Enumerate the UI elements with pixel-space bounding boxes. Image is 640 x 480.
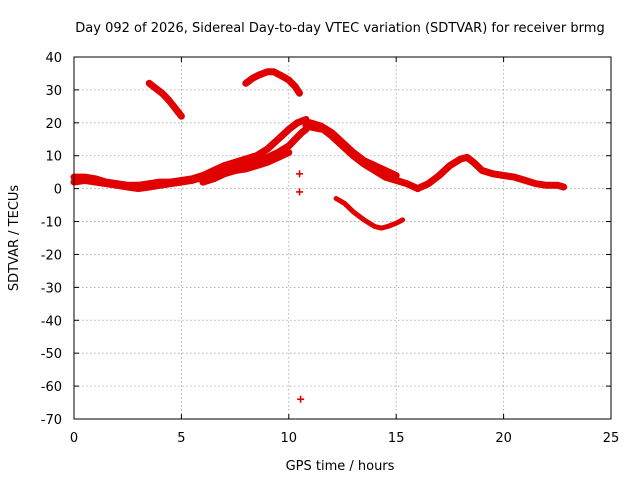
series-arc-morning-high — [145, 79, 185, 120]
chart-title: Day 092 of 2026, Sidereal Day-to-day VTE… — [75, 21, 604, 36]
y-tick-label: -20 — [41, 248, 62, 263]
x-tick-label: 20 — [495, 431, 512, 446]
y-tick-label: 10 — [45, 150, 62, 165]
data-point — [296, 170, 304, 178]
series-arc-noon-high — [242, 68, 303, 97]
series-trace — [145, 79, 185, 120]
series-trace — [306, 119, 400, 179]
plot-frame — [73, 56, 612, 420]
x-axis-label: GPS time / hours — [286, 459, 395, 474]
series-arc-negative — [333, 196, 406, 231]
y-tick-label: 30 — [45, 84, 62, 99]
series-trace — [242, 68, 303, 97]
series-arc-main-b — [70, 116, 310, 189]
y-tick-label: -50 — [41, 347, 62, 362]
y-tick-label: 20 — [45, 117, 62, 132]
y-tick-label: -30 — [41, 281, 62, 296]
x-tick-label: 25 — [603, 431, 620, 446]
x-tick-label: 15 — [388, 431, 405, 446]
series-arc-evening — [414, 153, 568, 193]
x-tick-label: 5 — [177, 431, 185, 446]
y-tick-label: -70 — [41, 413, 62, 428]
y-tick-label: -40 — [41, 314, 62, 329]
y-tick-label: -60 — [41, 380, 62, 395]
series-outliers — [296, 170, 305, 403]
x-axis: 0 5 10 15 20 25 — [70, 57, 619, 446]
y-tick-label: 40 — [45, 51, 62, 66]
series-trace — [414, 153, 568, 193]
y-axis-label: SDTVAR / TECUs — [7, 185, 22, 292]
series-trace — [333, 196, 406, 231]
series-trace — [70, 116, 310, 189]
y-tick-label: 0 — [54, 183, 62, 198]
data-point — [296, 188, 304, 196]
y-axis: -70 -60 -50 -40 -30 -20 -10 0 10 20 30 40 — [41, 51, 611, 428]
data-point — [297, 395, 305, 403]
x-tick-label: 0 — [70, 431, 78, 446]
series-layer — [70, 68, 568, 403]
x-tick-label: 10 — [281, 431, 298, 446]
series-trace — [199, 148, 293, 186]
grid — [74, 57, 611, 419]
series-arc-afternoon-b — [306, 119, 400, 179]
series-arc-main-c — [199, 148, 293, 186]
y-tick-label: -10 — [41, 216, 62, 231]
